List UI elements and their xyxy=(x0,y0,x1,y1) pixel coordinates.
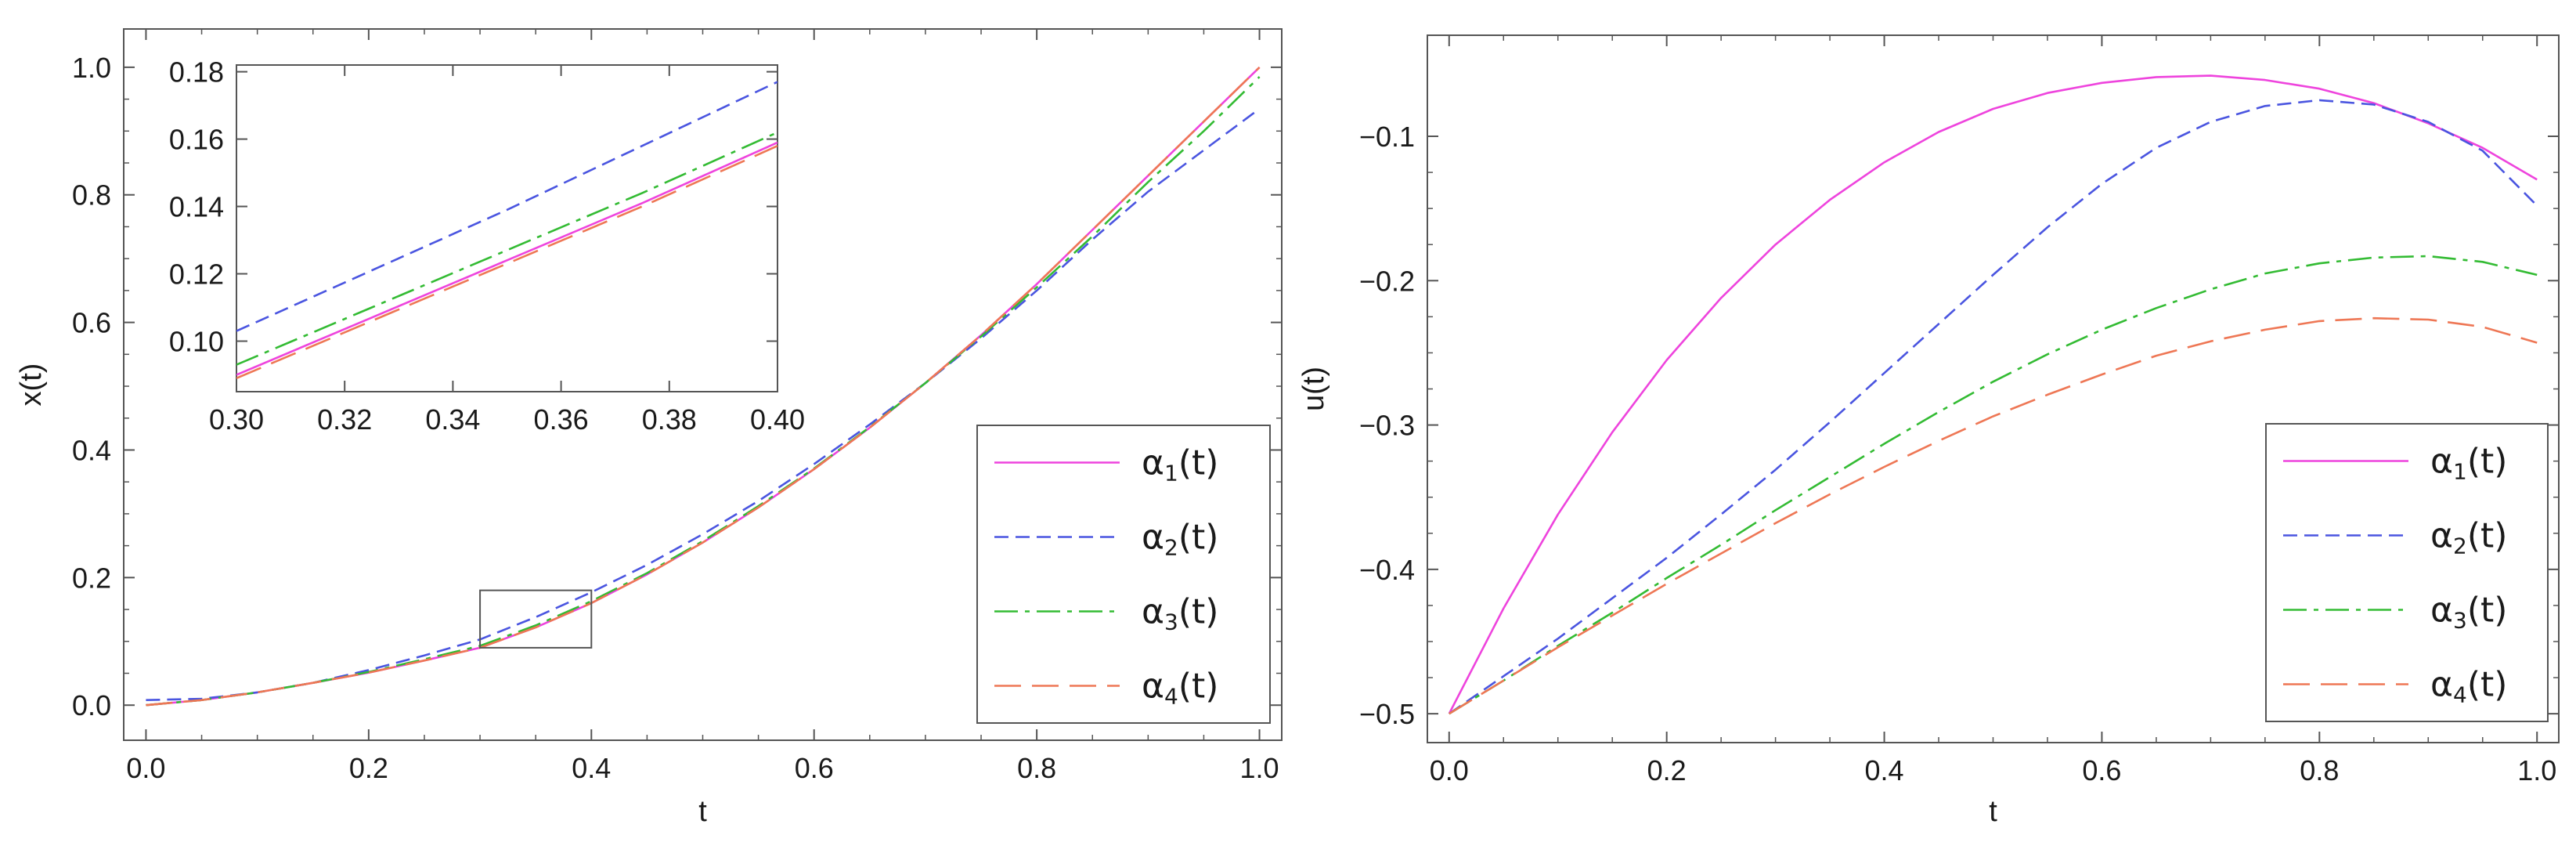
inset-series-line xyxy=(236,145,777,379)
inset-ytick-label: 0.14 xyxy=(169,191,224,223)
left-legend-label: α1(t) xyxy=(1142,443,1218,486)
right-ytick-label: −0.1 xyxy=(1359,121,1415,153)
chart-right: 0.0 0.2 0.4 0.6 0.8 1.0 −0.5 −0.4 −0.3 −0.2 −0.1 t u… xyxy=(1297,34,2560,828)
right-legend-label-rest: (t) xyxy=(2467,591,2508,631)
left-legend-label-alpha: α xyxy=(1142,592,1164,632)
left-ylabel: x(t) xyxy=(15,363,48,407)
chart-left: 0.0 0.2 0.4 0.6 0.8 1.0 0.0 0.2 0.4 0.6 0.8 1.0 t x(t… xyxy=(15,28,1283,828)
right-ylabel: u(t) xyxy=(1297,367,1330,411)
left-legend-label-subscript: 3 xyxy=(1164,609,1178,635)
left-xtick-label: 0.0 xyxy=(126,752,165,784)
inset-xtick-label: 0.30 xyxy=(209,403,264,436)
right-legend-label-alpha: α xyxy=(2430,665,2453,705)
right-legend-label-alpha: α xyxy=(2430,442,2453,482)
left-legend-label-alpha: α xyxy=(1142,518,1164,558)
left-xlabel: t xyxy=(698,795,707,828)
inset-ytick-label: 0.16 xyxy=(169,124,224,156)
right-legend-label-rest: (t) xyxy=(2467,442,2508,482)
left-legend-label-rest: (t) xyxy=(1178,518,1219,558)
right-legend-label-subscript: 2 xyxy=(2453,533,2467,559)
inset-frame xyxy=(236,64,778,392)
left-legend-label: α2(t) xyxy=(1142,518,1218,561)
right-xlabel: t xyxy=(1989,795,1997,828)
left-series-line xyxy=(146,66,1261,707)
left-ytick-label: 0.4 xyxy=(72,434,111,466)
inset-ytick-label: 0.12 xyxy=(169,258,224,291)
right-legend-label-alpha: α xyxy=(2430,516,2453,556)
right-ytick-label: −0.4 xyxy=(1359,554,1415,586)
left-legend-label-subscript: 4 xyxy=(1164,684,1178,710)
inset-series-line xyxy=(236,131,777,366)
right-ytick-label: −0.3 xyxy=(1359,410,1415,442)
right-ytick-label: −0.5 xyxy=(1359,698,1415,730)
left-legend-label-subscript: 2 xyxy=(1164,535,1178,561)
right-legend-label-subscript: 1 xyxy=(2453,459,2467,485)
inset-ytick-label: 0.18 xyxy=(169,56,224,89)
inset-xtick-label: 0.36 xyxy=(534,403,589,436)
left-legend-label-alpha: α xyxy=(1142,443,1164,483)
left-xtick-label: 0.8 xyxy=(1017,752,1056,784)
left-legend-label-rest: (t) xyxy=(1178,443,1219,483)
right-legend-label-subscript: 3 xyxy=(2453,608,2467,634)
inset-series-line xyxy=(236,141,777,376)
left-ytick-label: 0.6 xyxy=(72,307,111,339)
right-xtick-label: 0.0 xyxy=(1430,754,1469,786)
right-series-line xyxy=(1449,255,2538,715)
left-xtick-label: 1.0 xyxy=(1240,752,1279,784)
inset-xtick-label: 0.40 xyxy=(750,403,805,436)
right-series-line xyxy=(1449,99,2538,715)
right-xtick-label: 0.2 xyxy=(1647,754,1687,786)
inset-series-line xyxy=(236,81,777,332)
inset-xtick-label: 0.34 xyxy=(425,403,480,436)
right-series-line xyxy=(1449,316,2538,715)
left-ytick-label: 0.0 xyxy=(72,689,111,721)
left-legend xyxy=(976,425,1271,724)
right-ytick-label: −0.2 xyxy=(1359,265,1415,297)
inset: 0.30 0.32 0.34 0.36 0.38 0.40 0.10 0.12 0.14 0.16… xyxy=(169,56,805,436)
right-legend-label: α3(t) xyxy=(2430,591,2507,634)
right-xtick-label: 0.6 xyxy=(2082,754,2121,786)
right-legend-label: α1(t) xyxy=(2430,442,2507,485)
left-xtick-label: 0.6 xyxy=(795,752,834,784)
left-legend-label-rest: (t) xyxy=(1178,592,1219,632)
right-legend-label-rest: (t) xyxy=(2467,665,2508,705)
inset-background xyxy=(236,65,777,392)
left-ytick-label: 0.2 xyxy=(72,562,111,594)
inset-ytick-label: 0.10 xyxy=(169,326,224,358)
inset-xtick-label: 0.38 xyxy=(642,403,697,436)
right-xtick-label: 1.0 xyxy=(2517,754,2556,786)
left-legend-label-alpha: α xyxy=(1142,667,1164,707)
right-xtick-label: 0.4 xyxy=(1865,754,1904,786)
right-series-line xyxy=(1448,74,2538,714)
left-legend-label-rest: (t) xyxy=(1178,667,1219,707)
left-zoom-box xyxy=(479,589,593,649)
right-legend-label: α4(t) xyxy=(2430,665,2507,708)
left-xtick-label: 0.2 xyxy=(349,752,388,784)
right-legend-label-subscript: 4 xyxy=(2453,682,2467,708)
left-legend-label: α3(t) xyxy=(1142,592,1218,635)
inset-xtick-label: 0.32 xyxy=(317,403,372,436)
right-xtick-label: 0.8 xyxy=(2300,754,2339,786)
left-ytick-label: 1.0 xyxy=(72,52,111,84)
left-legend-label: α4(t) xyxy=(1142,667,1218,710)
right-legend xyxy=(2265,423,2549,722)
right-legend-label-alpha: α xyxy=(2430,591,2453,631)
left-legend-label-subscript: 1 xyxy=(1164,461,1178,486)
right-legend-label: α2(t) xyxy=(2430,516,2507,559)
left-xtick-label: 0.4 xyxy=(572,752,611,784)
left-series-line xyxy=(146,76,1261,707)
left-ytick-label: 0.8 xyxy=(72,179,111,212)
right-legend-label-rest: (t) xyxy=(2467,516,2508,556)
